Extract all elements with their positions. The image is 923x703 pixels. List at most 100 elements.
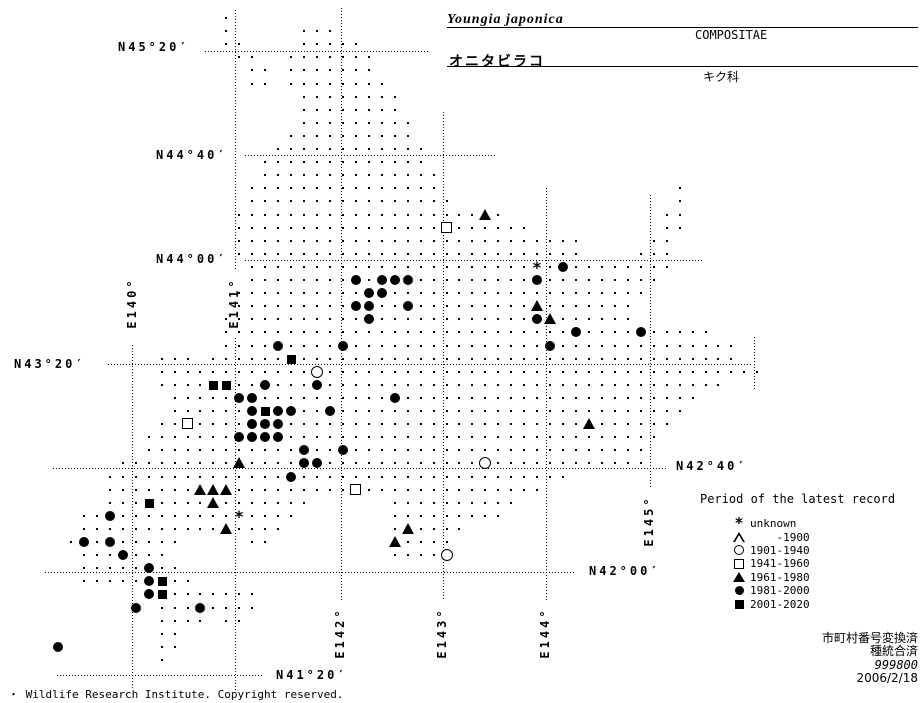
mesh-dot [510,292,513,295]
mesh-dot [432,252,435,255]
mesh-dot [212,606,215,609]
mesh-dot [303,383,306,386]
mesh-dot [225,318,228,321]
mesh-dot [613,357,616,360]
mesh-dot [367,383,370,386]
mesh-dot [316,148,318,150]
mesh-dot [354,95,357,98]
mesh-dot [160,567,163,570]
mesh-dot [587,396,590,399]
mesh-dot [341,252,344,255]
mesh-dot [743,370,746,373]
mesh-dot [549,370,552,373]
mesh-dot [238,239,241,242]
mesh-dot [575,279,577,281]
mesh-dot [238,252,241,255]
mesh-dot [575,292,577,295]
mesh-dot [652,239,655,242]
mesh-dot [290,436,293,439]
latitude-gridline [108,364,752,365]
mesh-dot [341,108,344,111]
mesh-dot [225,357,228,360]
mesh-dot [354,69,357,72]
mesh-dot [199,370,202,373]
mesh-dot [341,279,344,281]
mesh-dot [406,318,409,321]
mesh-dot [419,462,422,465]
mesh-dot [639,462,642,465]
mesh-dot [380,121,383,124]
mesh-dot [510,475,513,478]
mesh-dot [406,292,409,295]
mesh-dot [354,344,357,347]
mesh-dot [497,462,500,465]
mesh-dot [639,292,642,295]
mesh-dot [497,436,500,439]
mesh-dot [484,475,487,478]
record-filled-circle [273,406,284,416]
record-filled-circle [389,392,400,403]
mesh-dot [406,514,409,517]
mesh-dot [419,554,422,557]
mesh-dot [730,344,733,347]
mesh-dot [380,357,383,360]
family-name-japanese: キク科 [703,70,740,84]
mesh-dot [367,488,370,491]
mesh-dot [212,475,215,478]
mesh-dot [277,187,280,190]
mesh-dot [458,383,461,386]
mesh-dot [393,239,396,242]
stamp-line: 市町村番号変換済 [821,631,918,645]
open-circle-glyph [734,545,744,556]
mesh-dot [523,318,526,321]
mesh-dot [497,514,500,517]
legend-title: Period of the latest record [700,492,896,506]
mesh-dot [303,475,306,478]
mesh-dot [600,462,603,465]
mesh-dot [316,318,318,321]
mesh-dot [419,383,422,386]
mesh-dot [678,226,681,229]
mesh-dot [380,318,383,321]
mesh-dot [445,279,448,281]
mesh-dot [173,357,176,360]
mesh-dot [354,383,357,386]
mesh-dot [264,239,267,242]
mesh-dot [691,396,694,399]
mesh-dot [186,436,189,439]
mesh-dot [316,252,318,255]
mesh-dot [665,344,668,347]
mesh-dot [303,305,306,308]
mesh-dot [251,541,254,543]
mesh-dot [238,449,241,452]
mesh-dot [303,423,306,426]
mesh-dot [277,488,280,491]
mesh-dot [160,449,163,452]
record-filled-circle [402,301,413,312]
legend-item-label: 1981-2000 [750,584,810,598]
mesh-dot [549,357,552,360]
mesh-dot [510,462,513,465]
mesh-dot [406,410,409,412]
record-filled-triangle [233,457,246,469]
mesh-dot [549,305,552,308]
mesh-dot [458,501,461,504]
mesh-dot [510,370,513,373]
asterisk-icon: * [728,516,750,531]
mesh-dot [575,252,577,255]
mesh-dot [225,449,228,452]
mesh-dot [419,226,422,229]
mesh-dot [380,252,383,255]
mesh-dot [328,475,331,478]
mesh-dot [393,449,396,452]
mesh-dot [575,396,577,399]
mesh-dot [277,475,280,478]
mesh-dot [613,279,616,281]
mesh-dot [575,357,577,360]
mesh-dot [367,462,370,465]
mesh-dot [393,554,396,557]
mesh-dot [471,305,474,308]
mesh-dot [328,69,331,72]
mesh-dot [600,279,603,281]
mesh-dot [264,501,267,504]
